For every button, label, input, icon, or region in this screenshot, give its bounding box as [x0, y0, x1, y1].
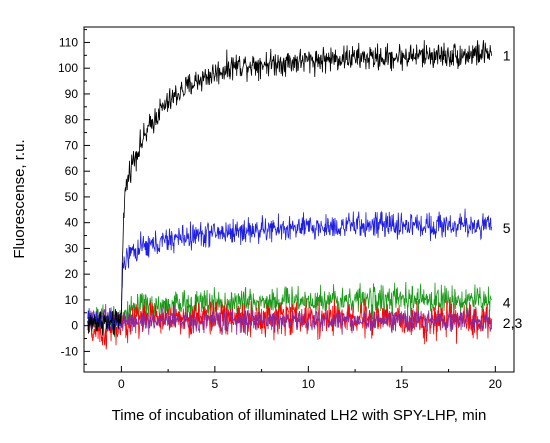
series-line — [87, 304, 492, 336]
y-tick-label: 70 — [65, 138, 79, 152]
plot-frame — [83, 26, 515, 373]
series-line — [87, 208, 492, 332]
y-tick-label: -10 — [61, 344, 79, 358]
curve-label: 2,3 — [503, 315, 523, 331]
y-tick-label: 100 — [58, 61, 78, 75]
y-tick-label: 10 — [65, 293, 79, 307]
y-tick-label: 0 — [71, 319, 78, 333]
y-tick-label: 80 — [65, 113, 79, 127]
series-line — [87, 281, 492, 338]
x-tick-label: 10 — [302, 377, 316, 391]
x-tick-label: 20 — [489, 377, 503, 391]
series-line — [87, 40, 492, 336]
curve-label: 4 — [503, 294, 511, 310]
y-tick-label: 30 — [65, 241, 79, 255]
curve-label: 5 — [503, 220, 511, 236]
y-tick-label: 50 — [65, 190, 79, 204]
y-tick-label: 90 — [65, 87, 79, 101]
curve-label: 1 — [503, 47, 511, 63]
y-axis-title: Fluorescense, r.u. — [11, 139, 28, 258]
x-tick-label: 5 — [212, 377, 219, 391]
y-tick-label: 110 — [59, 35, 78, 49]
x-tick-label: 15 — [395, 377, 409, 391]
y-tick-label: 40 — [65, 216, 79, 230]
x-axis-title: Time of incubation of illuminated LH2 wi… — [112, 407, 487, 424]
curve-label-layer: 1 5 4 2,3 — [503, 47, 523, 331]
series-layer — [87, 40, 492, 350]
y-tick-label: 20 — [65, 267, 79, 281]
y-tick-label: 60 — [65, 164, 79, 178]
x-tick-label: 0 — [118, 377, 125, 391]
axis-layer: 0 5 10 15 20 -10 0 10 20 30 40 50 60 70 80 90 100 110 — [58, 29, 503, 391]
